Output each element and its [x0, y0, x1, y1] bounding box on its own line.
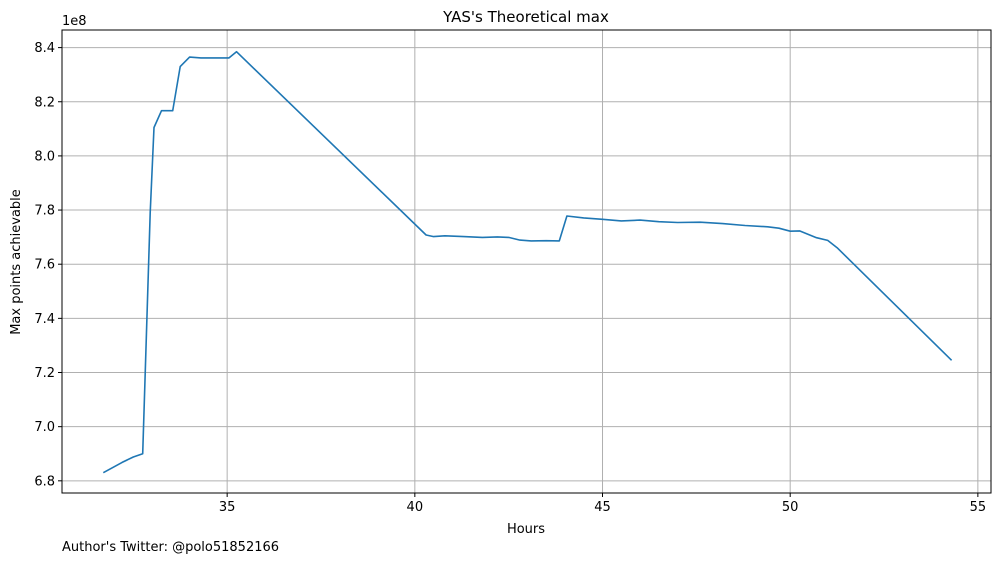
x-tick-label: 45: [594, 500, 611, 515]
y-offset-label: 1e8: [62, 14, 87, 29]
y-tick-label: 7.8: [34, 204, 55, 219]
y-tick-label: 6.8: [34, 474, 55, 489]
y-axis: 6.8 7.0 7.2 7.4 7.6 7.8 8.0 8.2 8.4: [34, 41, 62, 489]
y-tick-label: 8.0: [34, 149, 55, 164]
x-tick-label: 35: [219, 500, 236, 515]
y-tick-label: 7.2: [34, 366, 55, 381]
author-credit: Author's Twitter: @polo51852166: [62, 540, 279, 555]
plot-frame: [61, 29, 992, 494]
y-tick-label: 8.2: [34, 95, 55, 110]
x-axis-label: Hours: [507, 522, 545, 537]
y-tick-label: 7.4: [34, 312, 55, 327]
plot-area: [102, 50, 953, 474]
y-tick-label: 7.0: [34, 420, 55, 435]
x-tick-label: 55: [970, 500, 987, 515]
x-tick-label: 50: [782, 500, 799, 515]
chart-title: YAS's Theoretical max: [442, 8, 609, 26]
y-axis-label: Max points achievable: [9, 189, 24, 335]
x-axis: 35 40 45 50 55: [219, 493, 986, 515]
y-tick-label: 7.6: [34, 258, 55, 273]
grid: [62, 30, 991, 493]
y-tick-label: 8.4: [34, 41, 55, 56]
x-tick-label: 40: [407, 500, 424, 515]
series-line: [102, 50, 953, 474]
